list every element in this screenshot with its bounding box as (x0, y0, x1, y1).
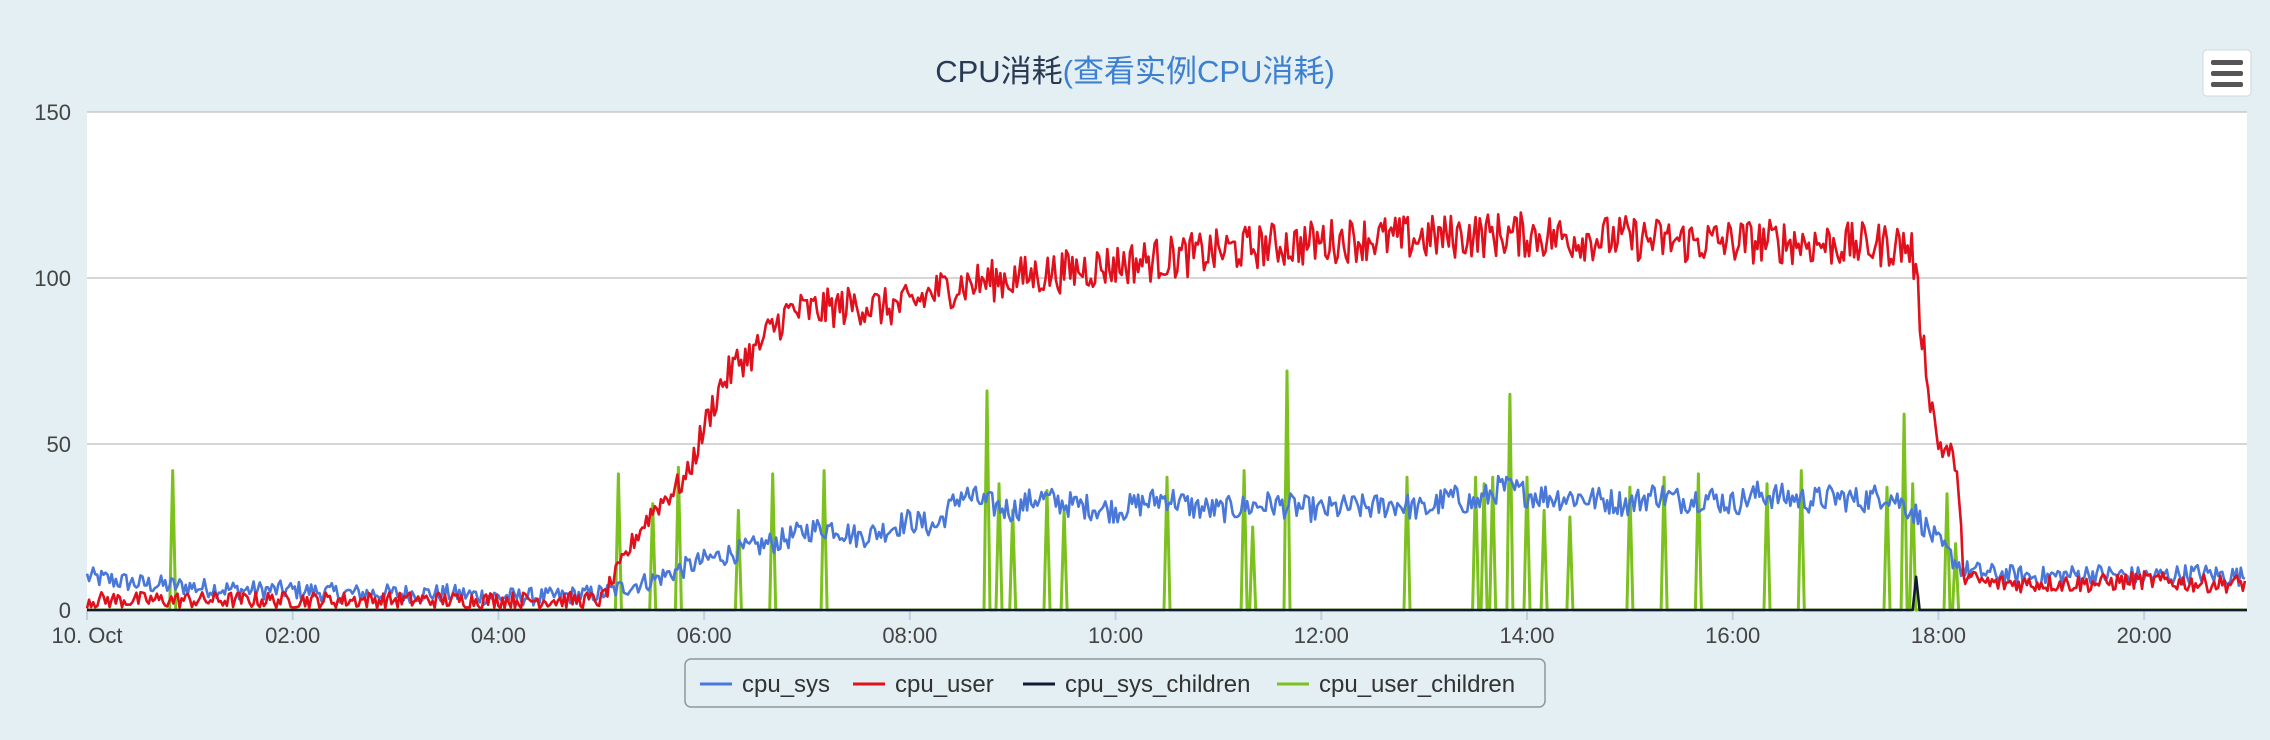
legend-item-cpu-user[interactable]: cpu_user (853, 671, 994, 698)
y-tick-label: 150 (34, 100, 71, 125)
y-tick-label: 50 (47, 432, 71, 457)
x-tick-label: 18:00 (1911, 623, 1966, 648)
legend-item-cpu-sys[interactable]: cpu_sys (700, 671, 830, 698)
x-tick-label: 02:00 (265, 623, 320, 648)
chart-title: CPU消耗(查看实例CPU消耗) (935, 54, 1335, 89)
chart-title-main: CPU消耗 (935, 54, 1062, 89)
x-tick-label: 10. Oct (52, 623, 123, 648)
x-tick-label: 10:00 (1088, 623, 1143, 648)
series-line-cpu-sys-children[interactable] (87, 575, 2247, 612)
legend: cpu_sys cpu_user cpu_sys_children cpu_user_… (700, 671, 1515, 698)
x-axis-ticks: 10. Oct 02:00 04:00 06:00 08:00 10:00 12:00 14:… (52, 610, 2172, 648)
x-tick-label: 20:00 (2117, 623, 2172, 648)
x-tick-label: 14:00 (1499, 623, 1554, 648)
y-axis-ticks: 0 50 100 150 (34, 100, 71, 623)
x-tick-label: 16:00 (1705, 623, 1760, 648)
legend-item-cpu-user-children[interactable]: cpu_user_children (1277, 671, 1515, 698)
x-tick-label: 12:00 (1294, 623, 1349, 648)
x-tick-label: 08:00 (882, 623, 937, 648)
y-tick-label: 0 (59, 598, 71, 623)
legend-label[interactable]: cpu_sys_children (1065, 671, 1250, 698)
series-line-cpu-sys[interactable] (85, 474, 2246, 607)
legend-label[interactable]: cpu_sys (742, 671, 830, 698)
y-tick-label: 100 (34, 266, 71, 291)
chart-title-link[interactable]: (查看实例CPU消耗) (1063, 54, 1335, 89)
chart-menu-button[interactable] (2202, 49, 2252, 97)
legend-label[interactable]: cpu_user_children (1319, 671, 1515, 698)
legend-box (684, 658, 1546, 708)
series-line-cpu-user[interactable] (85, 211, 2247, 610)
x-tick-label: 04:00 (471, 623, 526, 648)
legend-item-cpu-sys-children[interactable]: cpu_sys_children (1023, 671, 1250, 698)
hamburger-menu-icon[interactable] (2211, 60, 2243, 87)
legend-label[interactable]: cpu_user (895, 671, 994, 698)
x-tick-label: 06:00 (677, 623, 732, 648)
series-lines (85, 211, 2247, 612)
